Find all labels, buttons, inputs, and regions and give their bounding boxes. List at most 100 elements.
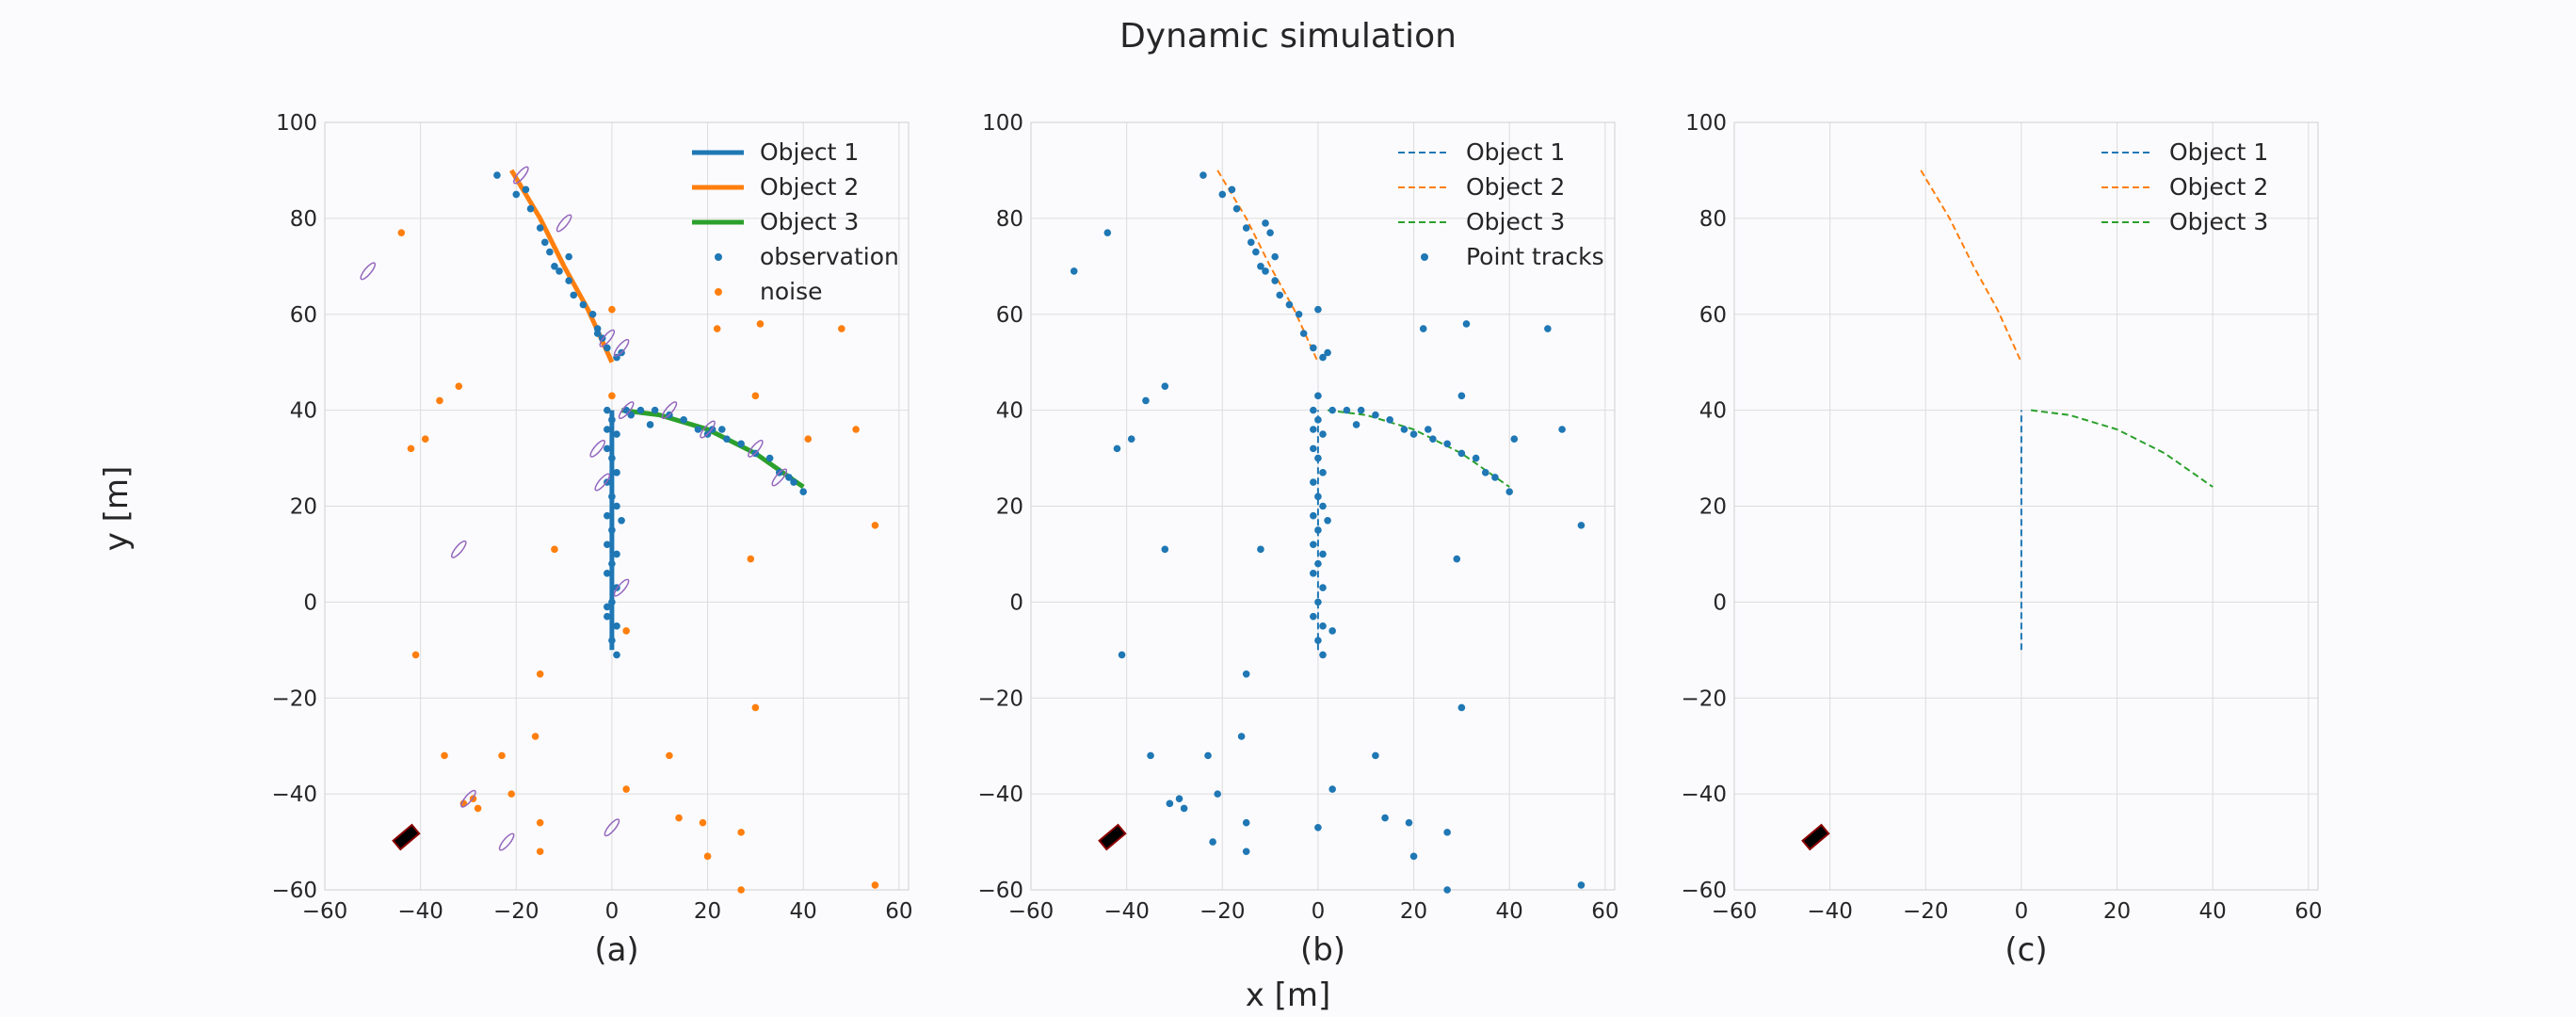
data-point: [737, 886, 745, 894]
data-point: [651, 406, 659, 414]
data-point: [1324, 348, 1331, 357]
series-line: [1216, 170, 1319, 363]
data-point: [1462, 320, 1471, 328]
data-point: [1228, 186, 1236, 194]
data-point: [579, 300, 588, 309]
data-point: [1242, 818, 1250, 827]
data-point: [1271, 252, 1279, 261]
data-point: [694, 426, 702, 433]
data-point: [1357, 406, 1365, 414]
data-point: [1285, 300, 1294, 309]
x-tick-label: 40: [790, 899, 817, 924]
data-point: [1257, 545, 1264, 554]
y-tick-label: −60: [977, 879, 1023, 903]
data-point: [751, 703, 760, 712]
data-point: [1409, 852, 1418, 861]
data-point: [397, 229, 406, 236]
data-point: [1386, 416, 1393, 424]
data-point: [474, 804, 482, 813]
x-tick-label: 0: [1312, 899, 1326, 924]
data-point: [1209, 838, 1216, 846]
data-point: [536, 224, 544, 232]
data-point: [540, 238, 549, 247]
data-point: [1247, 238, 1255, 247]
legend-label: noise: [760, 278, 823, 305]
data-point: [1310, 570, 1317, 577]
data-point: [1310, 478, 1317, 486]
covariance-ellipse: [450, 540, 467, 558]
data-point: [1429, 435, 1437, 443]
data-point: [1161, 382, 1169, 390]
y-tick-label: 60: [1699, 303, 1727, 328]
data-point: [799, 488, 807, 496]
data-point: [1314, 559, 1322, 568]
data-point: [622, 785, 630, 793]
data-point: [1314, 416, 1322, 424]
data-point: [608, 598, 616, 606]
x-tick-label: 20: [2103, 899, 2131, 924]
data-point: [1457, 449, 1466, 458]
x-axis-label: x [m]: [1246, 977, 1331, 1014]
y-tick-label: −20: [271, 686, 317, 711]
data-point: [1310, 426, 1317, 433]
data-point: [622, 627, 630, 635]
data-point: [1381, 814, 1389, 822]
data-point: [1324, 516, 1331, 525]
data-point: [498, 751, 506, 760]
covariance-ellipse: [555, 214, 572, 233]
data-point: [1199, 171, 1207, 179]
x-tick-label: −60: [1712, 899, 1758, 924]
data-point: [493, 171, 501, 179]
data-point: [1103, 229, 1112, 236]
data-point: [536, 848, 544, 856]
data-point: [1310, 612, 1317, 621]
y-tick-label: 20: [996, 495, 1023, 520]
data-point: [1405, 818, 1413, 827]
data-point: [699, 818, 707, 827]
data-point: [1310, 406, 1317, 414]
data-point: [1319, 353, 1327, 362]
data-point: [871, 522, 879, 529]
data-point: [1276, 291, 1284, 299]
data-point: [737, 440, 745, 448]
figure-title: Dynamic simulation: [1119, 17, 1457, 56]
data-point: [1127, 435, 1135, 443]
data-point: [1328, 785, 1336, 793]
data-point: [785, 474, 793, 481]
legend: Object 1 Object 2 Object 3: [2101, 138, 2268, 235]
y-tick-label: 0: [303, 590, 317, 615]
covariance-ellipse: [613, 578, 630, 597]
y-tick-label: 20: [1699, 495, 1727, 520]
data-point: [1319, 550, 1327, 558]
data-point: [765, 454, 774, 462]
legend-label: observation: [760, 243, 899, 270]
data-point: [680, 416, 687, 424]
legend-label: Object 1: [760, 138, 859, 166]
data-point: [604, 511, 611, 520]
data-point: [551, 263, 558, 270]
data-point: [536, 818, 544, 827]
data-point: [1505, 488, 1513, 496]
data-point: [751, 392, 760, 400]
data-point: [1314, 598, 1322, 606]
data-point: [1372, 411, 1379, 419]
data-point: [1319, 502, 1327, 510]
data-point: [1400, 426, 1409, 433]
x-tick-label: −40: [1807, 899, 1853, 924]
data-point: [1266, 229, 1274, 236]
data-point: [1252, 248, 1260, 256]
data-point: [1218, 190, 1227, 199]
data-point: [565, 252, 572, 261]
data-point: [1166, 799, 1174, 808]
data-point: [604, 570, 611, 577]
y-tick-label: 100: [276, 111, 317, 136]
data-point: [441, 751, 448, 760]
data-point: [636, 406, 645, 414]
data-point: [1443, 829, 1451, 836]
y-tick-label: 40: [996, 399, 1023, 424]
data-point: [666, 751, 673, 760]
legend-label: Object 3: [2169, 208, 2268, 235]
data-point: [608, 526, 616, 534]
data-point: [618, 516, 625, 525]
